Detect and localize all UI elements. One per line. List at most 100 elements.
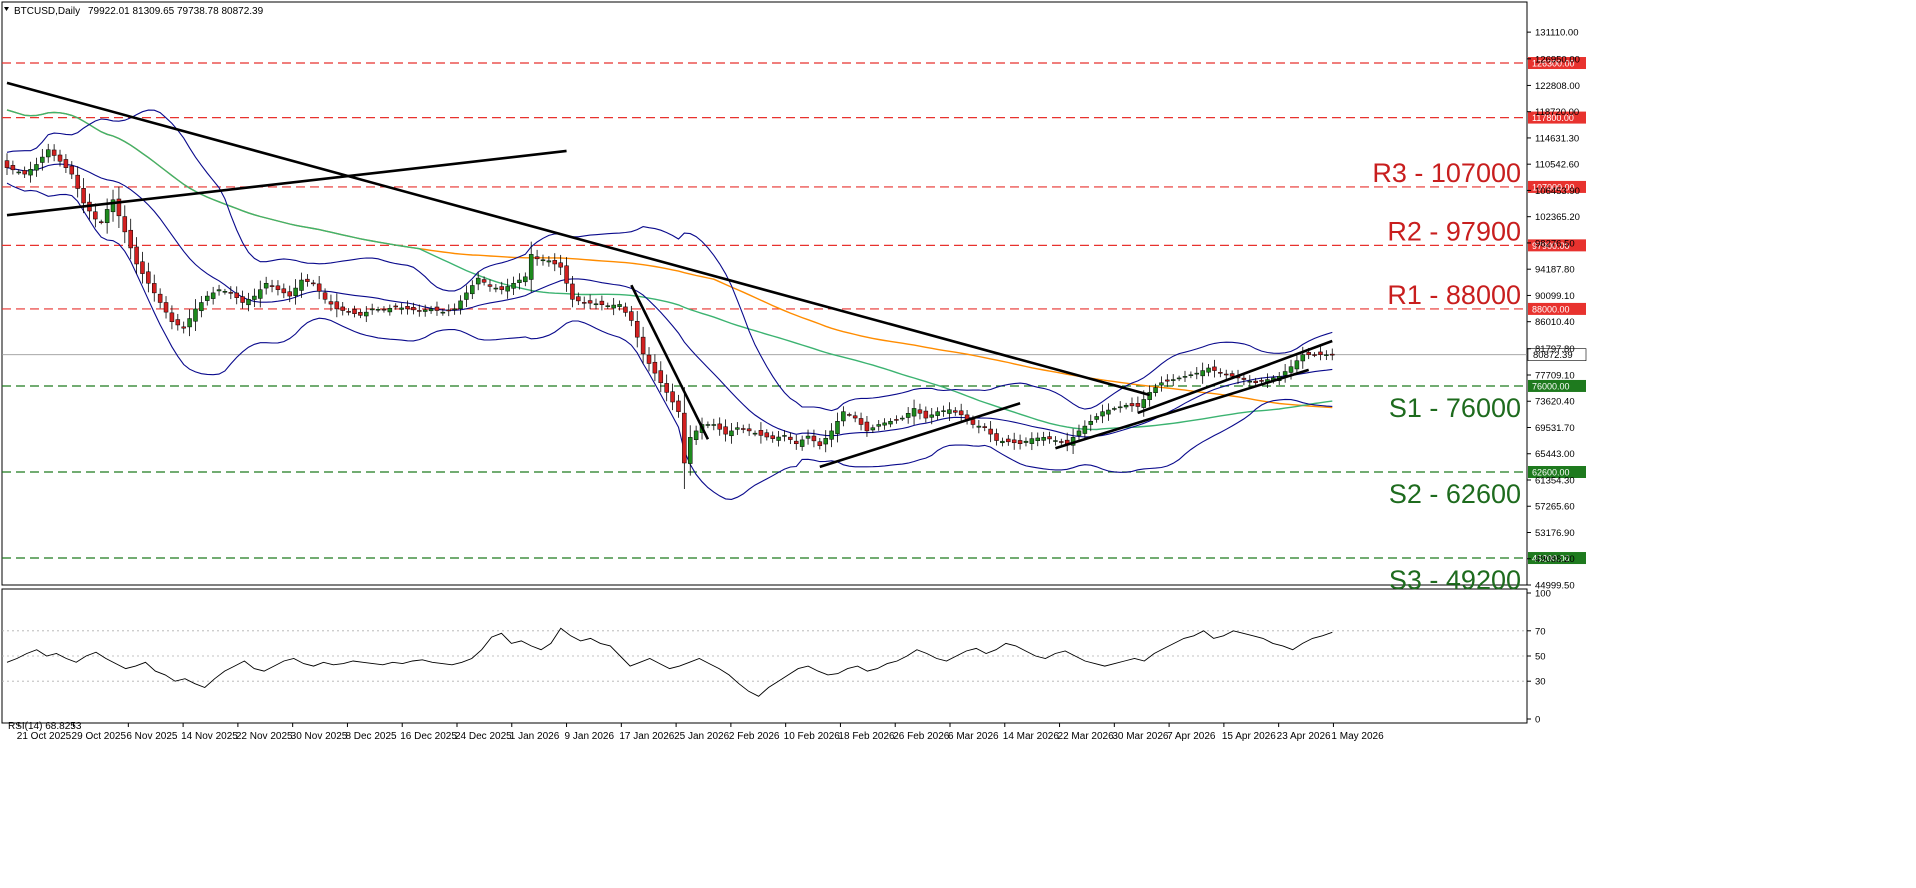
y-tick-label: 110542.60 — [1535, 160, 1579, 171]
candle — [110, 189, 116, 222]
y-tick-label: 77709.10 — [1535, 370, 1575, 381]
candle — [540, 254, 546, 266]
candle-body — [1106, 409, 1111, 415]
candle-body — [976, 425, 982, 428]
x-tick-label: 17 Jan 2026 — [619, 731, 674, 742]
rsi-tick-label: 70 — [1535, 626, 1546, 637]
candle — [835, 412, 840, 443]
candle — [782, 430, 787, 442]
candle — [493, 284, 499, 293]
candle-body — [434, 306, 440, 311]
candle — [517, 273, 522, 290]
candle — [729, 422, 734, 444]
rsi-label: RSI(14) 68.8253 — [8, 721, 82, 732]
candle — [205, 291, 210, 306]
candle — [187, 309, 192, 337]
candle-body — [1000, 440, 1005, 444]
rsi-tick-label: 0 — [1535, 715, 1540, 726]
trendline — [1137, 339, 1333, 415]
chart-title: BTCUSD,Daily — [14, 6, 80, 17]
candle-body — [741, 428, 746, 430]
candle-body — [128, 229, 133, 249]
candle-body — [764, 432, 770, 438]
candle — [328, 294, 334, 312]
candle-body — [1318, 351, 1323, 355]
candle-body — [558, 262, 563, 268]
candle-body — [1206, 367, 1211, 373]
candle-body — [729, 430, 734, 437]
candle-body — [263, 282, 269, 289]
trendline — [6, 81, 1151, 397]
level-label: S3 - 49200 — [1389, 565, 1521, 595]
candle-body — [1259, 380, 1264, 382]
candle — [1194, 367, 1200, 380]
candle — [870, 424, 876, 434]
candle — [28, 161, 33, 183]
candle — [1059, 438, 1064, 445]
candle — [1117, 401, 1123, 413]
candle — [1088, 414, 1094, 432]
candle-body — [1212, 366, 1217, 371]
candle-body — [311, 282, 316, 285]
candle-body — [882, 422, 887, 426]
candle — [1330, 348, 1335, 361]
candle — [658, 361, 664, 393]
y-tick-label: 122808.00 — [1535, 81, 1580, 92]
indicator-lines — [6, 109, 1333, 500]
candle-body — [110, 199, 116, 213]
candle — [281, 283, 287, 299]
candle — [422, 304, 428, 317]
candle — [263, 276, 269, 295]
candle — [464, 285, 469, 307]
candle — [140, 251, 145, 284]
candle — [888, 418, 893, 428]
candle-body — [517, 279, 522, 283]
level-price-tag: 107000.00 — [1532, 182, 1575, 192]
candle — [605, 302, 611, 310]
candle — [905, 407, 911, 424]
candle-body — [1170, 379, 1176, 381]
candle — [876, 420, 881, 431]
candle-body — [900, 417, 905, 420]
candle-body — [281, 288, 287, 294]
candle-body — [458, 300, 463, 310]
candle-body — [1117, 406, 1123, 409]
price-pane-border — [1, 1, 1528, 586]
candle — [10, 160, 16, 175]
bollinger-middle-band — [6, 163, 1333, 438]
candle-body — [1047, 436, 1052, 440]
candle — [723, 419, 728, 442]
candle — [717, 417, 722, 436]
candle — [346, 308, 351, 316]
candle-body — [735, 427, 740, 430]
candle — [452, 303, 457, 315]
candle-body — [705, 424, 711, 426]
candle-body — [146, 271, 151, 284]
x-tick-label: 23 Apr 2026 — [1277, 731, 1331, 742]
candle-body — [799, 439, 805, 447]
candle — [629, 305, 634, 327]
candle-body — [305, 278, 310, 282]
candle-body — [1300, 354, 1306, 362]
y-tick-label: 53176.90 — [1535, 528, 1575, 539]
candle — [1212, 359, 1217, 378]
candle — [210, 286, 216, 305]
level-label: S2 - 62600 — [1389, 479, 1521, 509]
level-price-badge — [1528, 465, 1586, 478]
candle — [358, 309, 363, 319]
level-price-badge — [1528, 379, 1586, 392]
candle — [693, 425, 699, 445]
candle-body — [652, 361, 658, 374]
candle-body — [634, 320, 640, 338]
candle — [152, 274, 157, 302]
candle — [163, 296, 169, 319]
x-tick-label: 26 Feb 2026 — [893, 731, 950, 742]
candle — [446, 304, 451, 317]
candle-body — [34, 164, 39, 171]
candle — [994, 428, 999, 446]
x-tick-label: 6 Mar 2026 — [948, 731, 999, 742]
candle-body — [316, 283, 322, 292]
candle-body — [122, 216, 128, 233]
candle-body — [369, 308, 375, 311]
candle-body — [1200, 370, 1205, 377]
